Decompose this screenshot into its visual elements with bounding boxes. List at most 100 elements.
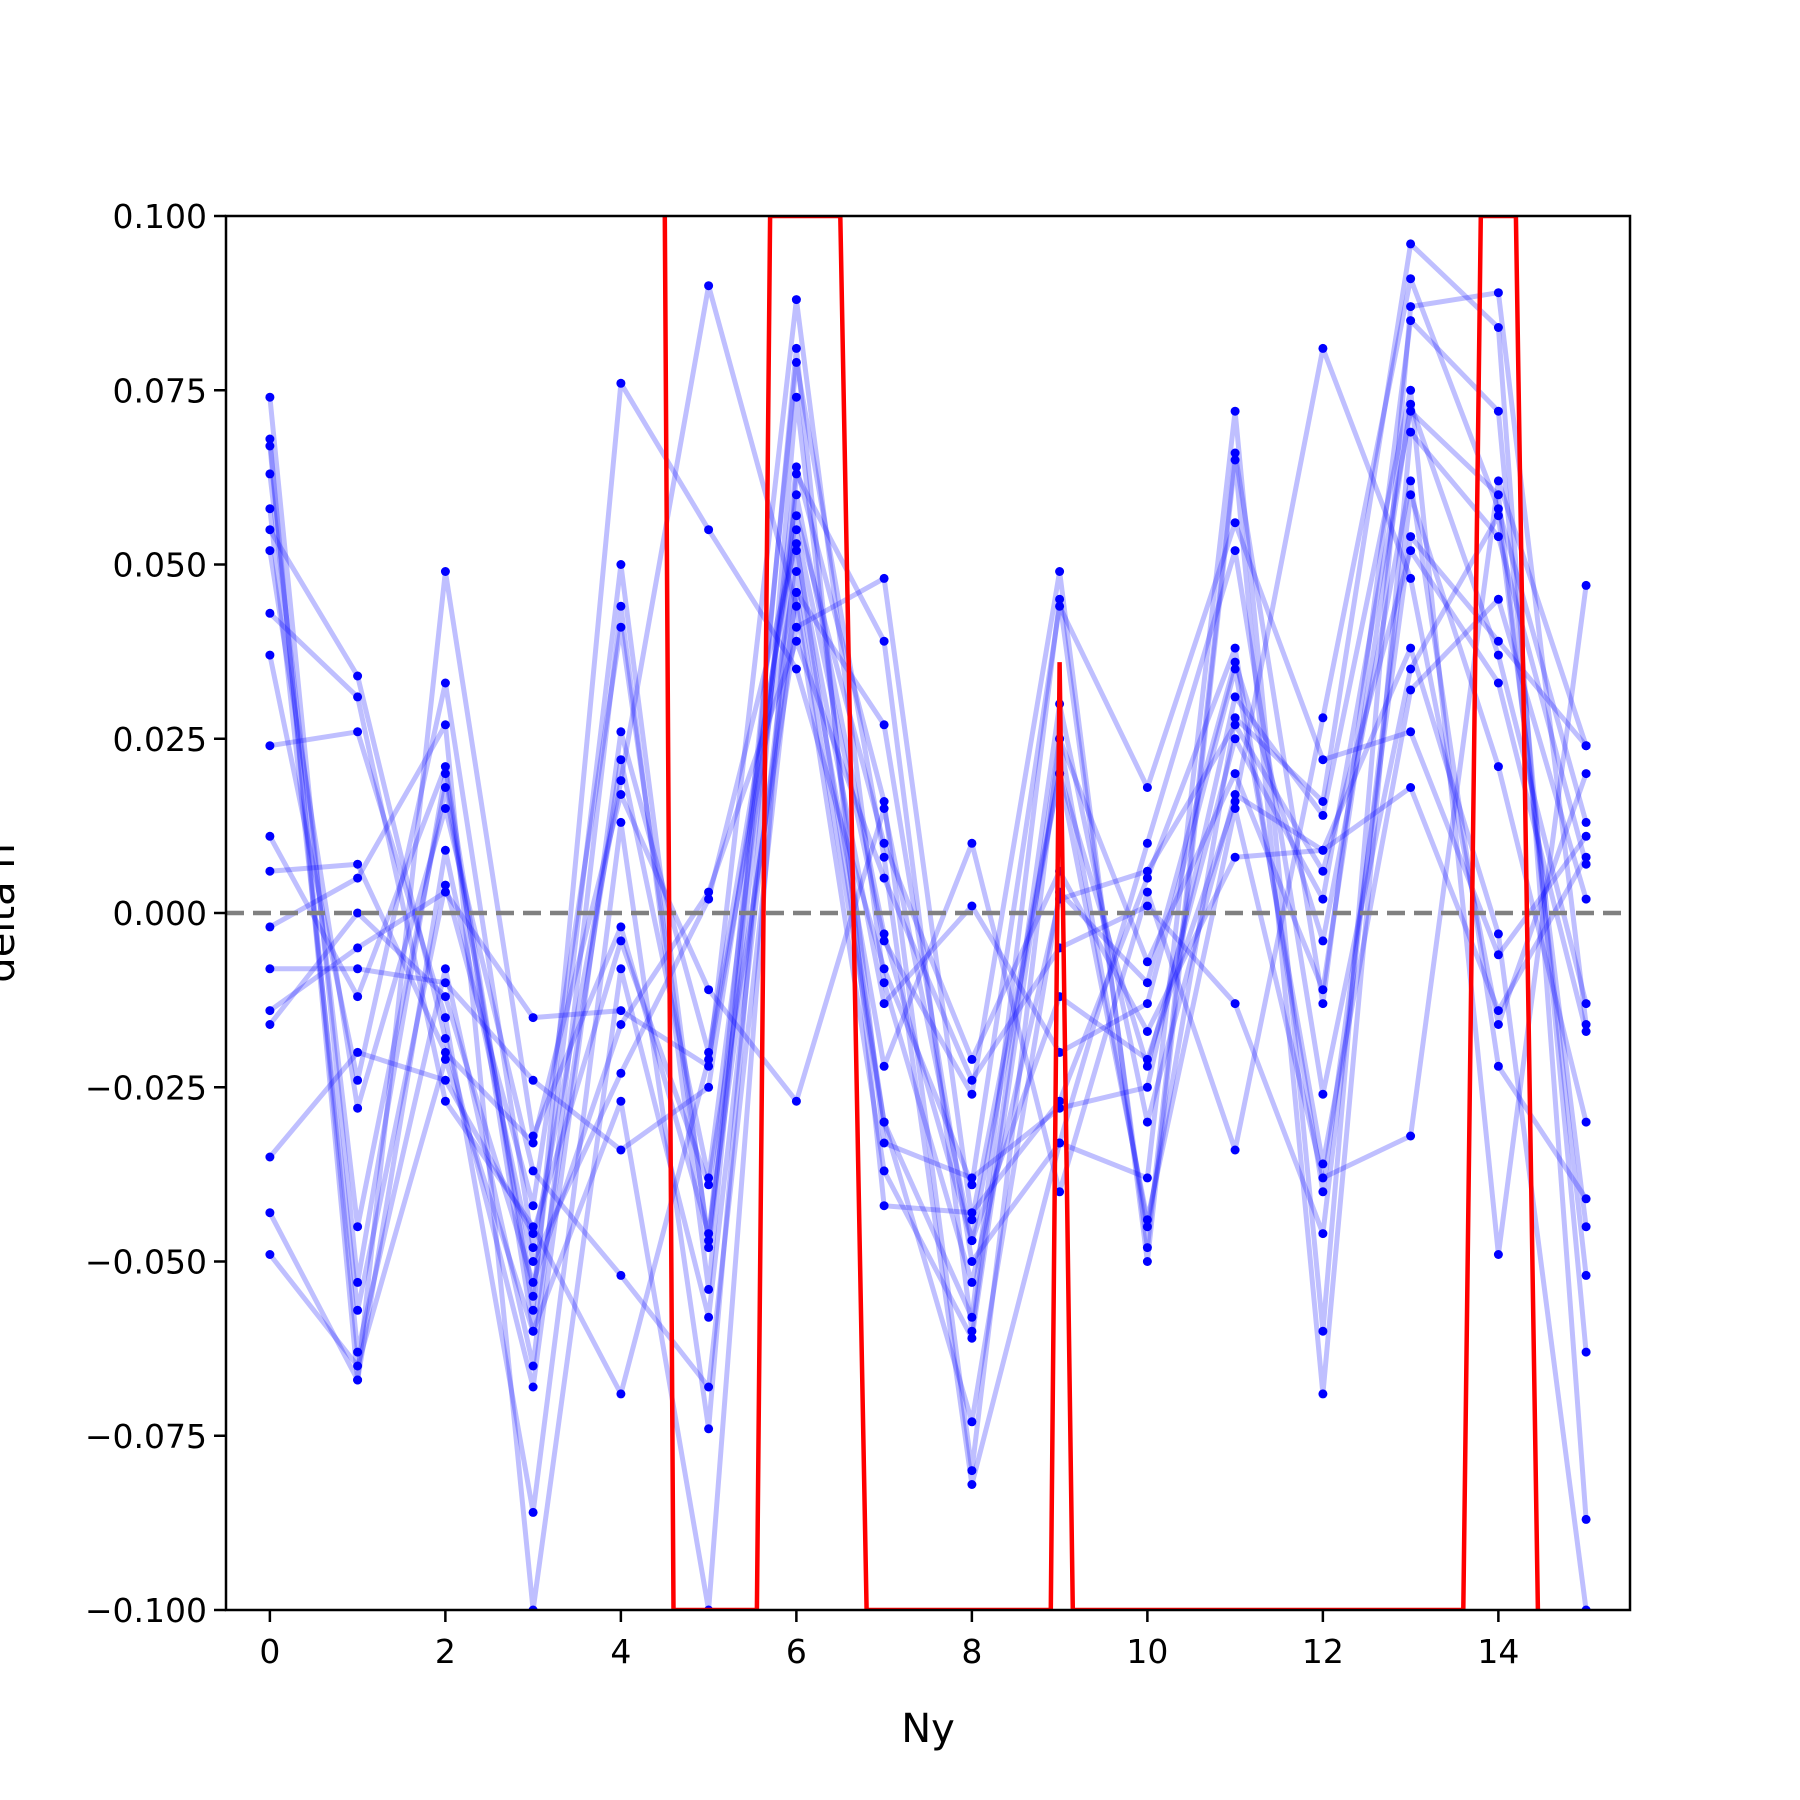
data-point [1318, 985, 1328, 995]
data-point [616, 727, 626, 737]
data-point [265, 741, 275, 751]
series-line-8 [268, 276, 1589, 1397]
data-point [791, 295, 801, 305]
data-point [1230, 518, 1240, 528]
data-point [1581, 859, 1591, 869]
series-line-2 [267, 318, 1589, 1383]
data-point [1493, 762, 1503, 772]
x-tick-label: 12 [1302, 1632, 1344, 1671]
data-point [1230, 657, 1240, 667]
data-point [1230, 999, 1240, 1009]
data-point [528, 1243, 538, 1253]
data-point [791, 469, 801, 479]
data-point [879, 852, 889, 862]
data-point [1406, 727, 1416, 737]
data-point [1318, 1173, 1328, 1183]
data-point [1142, 957, 1152, 967]
data-point [1493, 1250, 1503, 1259]
data-point [528, 1507, 538, 1517]
data-point [265, 1250, 275, 1259]
data-point [1581, 1027, 1591, 1036]
data-point [1493, 650, 1503, 660]
data-point [528, 1257, 538, 1266]
data-point [1142, 1054, 1152, 1064]
data-point [879, 804, 889, 813]
data-point [1406, 302, 1416, 312]
data-point [704, 1284, 714, 1294]
data-point [1318, 343, 1328, 353]
data-point [967, 1054, 977, 1064]
y-tick-label: −0.050 [85, 1243, 207, 1282]
data-point [704, 1082, 714, 1092]
data-point [1142, 838, 1152, 848]
data-point [967, 1417, 977, 1427]
data-point [528, 1131, 538, 1141]
data-point [791, 525, 801, 535]
data-point [353, 1075, 363, 1085]
data-point [1318, 999, 1328, 1009]
data-point [265, 525, 275, 535]
data-point [528, 1291, 538, 1301]
series-line-1 [267, 396, 1589, 1334]
data-point [1055, 1187, 1065, 1197]
data-point [265, 434, 275, 444]
data-point [353, 1222, 363, 1232]
data-point [1230, 1145, 1240, 1155]
data-point [791, 462, 801, 472]
data-point [616, 1068, 626, 1078]
data-point [1581, 580, 1591, 590]
data-point [704, 1236, 714, 1246]
data-point [791, 511, 801, 521]
data-point [967, 1173, 977, 1183]
data-point [528, 1075, 538, 1085]
series-line-3 [267, 345, 1589, 1369]
series-line-18 [267, 478, 1589, 1425]
data-point [879, 999, 889, 1009]
data-point [1493, 636, 1503, 646]
data-point [440, 1034, 450, 1043]
data-point [791, 392, 801, 402]
data-point [791, 1096, 801, 1106]
data-point [1581, 817, 1591, 827]
data-point [967, 1277, 977, 1287]
data-point [704, 887, 714, 897]
data-point [704, 1424, 714, 1434]
data-point [1230, 448, 1240, 458]
y-tick-label: 0.000 [113, 894, 207, 933]
data-point [1142, 901, 1152, 911]
data-point [265, 392, 275, 402]
data-point [1406, 664, 1416, 674]
data-point [967, 1326, 977, 1336]
series-line-15 [268, 297, 1589, 1285]
data-point [1142, 1173, 1152, 1183]
data-point [1493, 950, 1503, 960]
data-point [704, 1054, 714, 1064]
data-point [1406, 643, 1416, 653]
data-point [440, 678, 450, 688]
lines-layer [267, 241, 1589, 1610]
data-point [791, 567, 801, 576]
data-point [1406, 239, 1416, 249]
data-point [1318, 866, 1328, 876]
data-point [791, 490, 801, 500]
data-point [353, 873, 363, 883]
data-point [704, 985, 714, 995]
data-point [791, 587, 801, 597]
data-point [616, 755, 626, 765]
data-point [704, 281, 714, 291]
data-point [265, 866, 275, 876]
data-point [704, 525, 714, 535]
series-line-12 [269, 345, 1589, 1244]
data-point [1318, 810, 1328, 820]
data-point [791, 539, 801, 549]
data-point [353, 992, 363, 1002]
data-point [1493, 678, 1503, 688]
data-point [1406, 573, 1416, 583]
data-point [704, 1047, 714, 1057]
data-point [1230, 692, 1240, 702]
data-point [1406, 316, 1416, 326]
series-line-19 [267, 471, 1589, 1610]
data-point [353, 671, 363, 681]
data-point [704, 1312, 714, 1322]
x-tick-label: 4 [610, 1632, 631, 1671]
